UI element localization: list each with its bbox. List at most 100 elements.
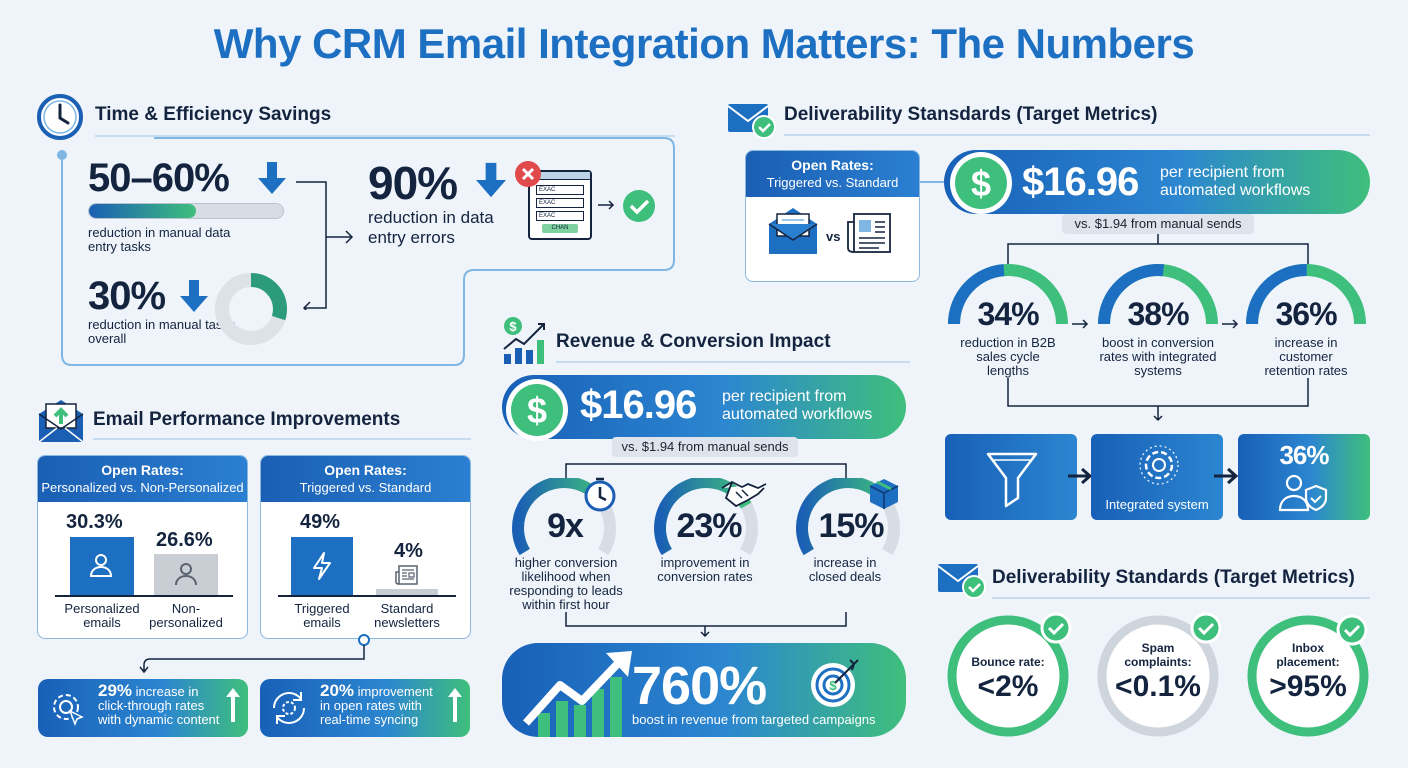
arrow-right-icon — [1072, 318, 1090, 330]
form-window: EXAC EXAC EXAC CHAN — [528, 170, 592, 240]
pill-line2: automated workflows — [1160, 182, 1311, 199]
personalized-label: Personalized emails — [52, 602, 152, 630]
deliv-vs-label: vs. $1.94 from manual sends — [1062, 214, 1254, 234]
revenue-chart-icon: $ — [500, 316, 550, 366]
arrow-right-icon — [1222, 318, 1240, 330]
gauge-38-value: 38% — [1127, 296, 1189, 332]
form-button: CHAN — [542, 224, 578, 233]
pill-line2: automated workflows — [722, 406, 873, 423]
stat-90-label: reduction in data entry errors — [368, 208, 494, 247]
newspaper-icon — [846, 210, 894, 256]
chart-baseline — [55, 595, 233, 597]
user-shield-icon — [1276, 472, 1332, 512]
time-outline — [54, 130, 684, 370]
flow-retention-value: 36% — [1279, 440, 1329, 470]
card-title: Open Rates: — [324, 462, 407, 478]
dollar-circle-icon: $ — [948, 150, 1014, 216]
inbox-placement-label: Inbox placement: — [1244, 641, 1372, 669]
ctr-band — [38, 679, 248, 737]
card-subtitle: Triggered vs. Standard — [299, 480, 432, 495]
email-upload-icon — [36, 398, 86, 444]
card-header: Open Rates: Personalized vs. Non-Personal… — [38, 456, 247, 502]
gauge-36-value: 36% — [1275, 296, 1337, 332]
inbox-placement-value: >95% — [1269, 670, 1347, 703]
funnel-icon — [984, 448, 1040, 508]
card-title: Open Rates: — [791, 157, 874, 173]
stat-50-60-value: 50–60% — [88, 156, 230, 200]
ctr-value: 29% — [98, 681, 133, 700]
flow-retention-box — [1238, 434, 1370, 520]
revenue-bracket-bottom — [564, 612, 848, 638]
gauge-38-arc — [1098, 264, 1165, 325]
box-icon — [866, 476, 902, 512]
label-line: Non- — [171, 601, 201, 616]
email-perf-rule — [93, 438, 471, 440]
vs-text: vs — [826, 229, 841, 244]
error-x-icon — [514, 160, 542, 188]
pill-line1: per recipient from — [1160, 164, 1285, 181]
email-perf-heading: Email Performance Improvements — [93, 409, 401, 430]
arrow-right-bold-icon — [1214, 466, 1240, 486]
revenue-rule — [556, 361, 910, 363]
label-line: Triggered — [294, 601, 350, 616]
card-subtitle: Personalized vs. Non-Personalized — [41, 480, 244, 495]
revenue-vs-label: vs. $1.94 from manual sends — [612, 437, 798, 457]
personalized-value: 30.3% — [66, 511, 123, 533]
card-header: Open Rates: Triggered vs. Standard — [746, 151, 919, 197]
progress-bar-fill — [89, 204, 196, 218]
open-rate-value: 20% — [320, 681, 355, 700]
chart-baseline — [278, 595, 456, 597]
gauge-38-label: boost in conversion rates with integrate… — [1099, 335, 1217, 378]
deliv-top-rule — [784, 134, 1370, 136]
revenue-boost-label: boost in revenue from targeted campaigns — [632, 712, 876, 727]
svg-text:$: $ — [829, 678, 837, 693]
metric-label-line: complaints: — [1124, 655, 1192, 669]
page-title: Why CRM Email Integration Matters: The N… — [213, 20, 1195, 67]
open-rate-text: 20% improvement in open rates with real-ti… — [320, 681, 460, 727]
deliv-top-heading: Deliverability Stansdards (Target Metric… — [784, 104, 1158, 125]
non-personalized-value: 26.6% — [156, 529, 213, 551]
stat-50-60-label: reduction in manual data entry tasks — [88, 225, 231, 254]
connector-bracket — [296, 180, 356, 310]
open-rates-card-triggered: Open Rates: Triggered vs. Standard — [260, 455, 471, 639]
deliv-bracket-top — [1006, 234, 1310, 268]
gauge-23-label: improvement in conversion rates — [657, 555, 753, 584]
non-personalized-label: Non-personalized — [136, 602, 236, 630]
clock-icon — [36, 93, 84, 141]
card-to-pill-line — [920, 181, 950, 183]
revenue-pill-caption: per recipient from automated workflows — [722, 388, 872, 424]
open-rate-rest: improvement — [354, 684, 433, 699]
gauge-34-label: reduction in B2B sales cycle lengths — [960, 335, 1056, 378]
form-field: EXAC — [536, 211, 584, 221]
gear-icon — [1136, 442, 1182, 488]
card-subtitle: Triggered vs. Standard — [766, 175, 899, 190]
deliv-bottom-heading: Deliverability Standards (Target Metrics… — [992, 567, 1355, 588]
pill-line1: per recipient from — [722, 388, 847, 405]
triggered-bar — [291, 537, 353, 595]
time-heading-rule — [95, 135, 675, 137]
stat-90-value: 90% — [368, 157, 458, 209]
gauge-15-value: 15% — [818, 507, 884, 545]
arrow-down-icon — [258, 162, 286, 194]
inbox-placement-ring — [1244, 612, 1372, 740]
label-line: emails — [303, 615, 341, 630]
card-connector — [138, 634, 374, 676]
svg-text:$: $ — [527, 390, 547, 431]
form-field: EXAC — [536, 185, 584, 195]
open-envelope-icon — [766, 206, 820, 256]
deliv-pill — [944, 150, 1370, 214]
arrow-up-icon — [448, 688, 462, 722]
user-icon — [172, 560, 200, 588]
deliv-pill-caption: per recipient from automated workflows — [1160, 164, 1310, 200]
stat-30-label: reduction in manual tasks overall — [88, 317, 236, 346]
time-heading: Time & Efficiency Savings — [95, 104, 332, 125]
gauge-34-arc — [948, 264, 1005, 325]
triggered-label: Triggered emails — [272, 602, 372, 630]
bounce-rate-ring — [944, 612, 1072, 740]
gauge-9x-label: higher conversion likelihood when respon… — [509, 555, 623, 612]
target-icon: $ — [806, 656, 860, 710]
svg-text:$: $ — [509, 319, 517, 334]
stopwatch-icon — [582, 476, 618, 512]
arrow-down-icon — [180, 280, 208, 312]
donut-ring — [214, 272, 288, 346]
